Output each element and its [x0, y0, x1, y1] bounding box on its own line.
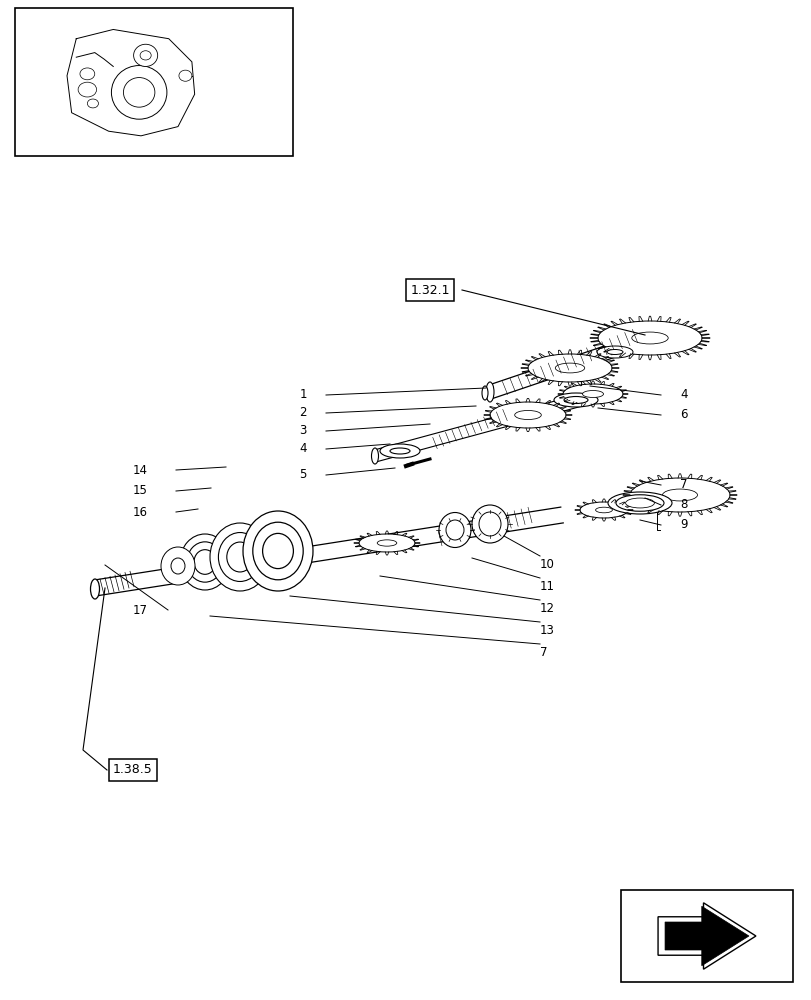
Ellipse shape: [471, 505, 508, 543]
Text: 13: 13: [539, 624, 554, 638]
Text: 14: 14: [133, 464, 148, 477]
Ellipse shape: [553, 393, 597, 407]
Ellipse shape: [527, 354, 611, 382]
Ellipse shape: [194, 550, 216, 574]
Ellipse shape: [123, 78, 155, 107]
Ellipse shape: [380, 444, 419, 458]
Ellipse shape: [140, 51, 151, 60]
Ellipse shape: [88, 99, 98, 108]
Ellipse shape: [161, 547, 195, 585]
Text: 3: 3: [299, 424, 307, 438]
Ellipse shape: [581, 390, 603, 397]
Text: 15: 15: [133, 485, 148, 497]
Ellipse shape: [226, 542, 253, 572]
Ellipse shape: [78, 82, 97, 97]
Ellipse shape: [607, 492, 672, 514]
Ellipse shape: [489, 402, 565, 428]
Text: 1.32.1: 1.32.1: [410, 284, 449, 296]
Ellipse shape: [624, 498, 654, 508]
Ellipse shape: [555, 363, 584, 373]
Ellipse shape: [594, 507, 611, 513]
Ellipse shape: [377, 540, 397, 546]
Text: 7: 7: [539, 647, 547, 660]
Text: 2: 2: [299, 406, 307, 420]
Bar: [15, 8, 293, 156]
Ellipse shape: [90, 579, 100, 599]
Ellipse shape: [562, 384, 622, 404]
Text: 4: 4: [299, 442, 307, 456]
Ellipse shape: [607, 350, 622, 355]
Ellipse shape: [445, 520, 463, 540]
Bar: [620, 890, 792, 982]
Ellipse shape: [596, 346, 633, 358]
Ellipse shape: [371, 448, 378, 464]
Ellipse shape: [478, 512, 500, 536]
Text: 1.38.5: 1.38.5: [113, 763, 152, 776]
Ellipse shape: [616, 495, 663, 511]
Text: 6: 6: [679, 408, 687, 422]
Ellipse shape: [242, 511, 312, 591]
Ellipse shape: [514, 410, 541, 420]
Text: 11: 11: [539, 580, 554, 593]
Text: 4: 4: [679, 388, 687, 401]
Ellipse shape: [180, 534, 230, 590]
Ellipse shape: [597, 321, 702, 355]
Ellipse shape: [389, 448, 410, 454]
Ellipse shape: [171, 558, 185, 574]
Text: 1: 1: [299, 388, 307, 401]
Text: 9: 9: [679, 518, 687, 532]
Text: 16: 16: [133, 506, 148, 518]
Ellipse shape: [662, 489, 697, 501]
Polygon shape: [657, 903, 755, 969]
Text: 12: 12: [539, 602, 554, 615]
Ellipse shape: [631, 332, 667, 344]
Ellipse shape: [178, 70, 191, 81]
Ellipse shape: [187, 542, 223, 582]
Ellipse shape: [439, 512, 470, 548]
Ellipse shape: [262, 533, 293, 569]
Ellipse shape: [358, 534, 414, 552]
Ellipse shape: [210, 523, 270, 591]
Ellipse shape: [579, 502, 627, 518]
Text: 17: 17: [133, 603, 148, 616]
Ellipse shape: [629, 478, 729, 512]
Ellipse shape: [218, 533, 261, 581]
Ellipse shape: [79, 68, 95, 80]
Text: 7: 7: [679, 479, 687, 491]
Ellipse shape: [482, 386, 487, 400]
Ellipse shape: [486, 382, 493, 402]
Ellipse shape: [111, 66, 167, 119]
Ellipse shape: [564, 396, 587, 403]
Ellipse shape: [252, 522, 303, 580]
Text: 8: 8: [679, 498, 687, 512]
Polygon shape: [664, 906, 748, 966]
Text: 10: 10: [539, 558, 554, 572]
Text: 5: 5: [299, 468, 307, 482]
Ellipse shape: [134, 44, 157, 66]
